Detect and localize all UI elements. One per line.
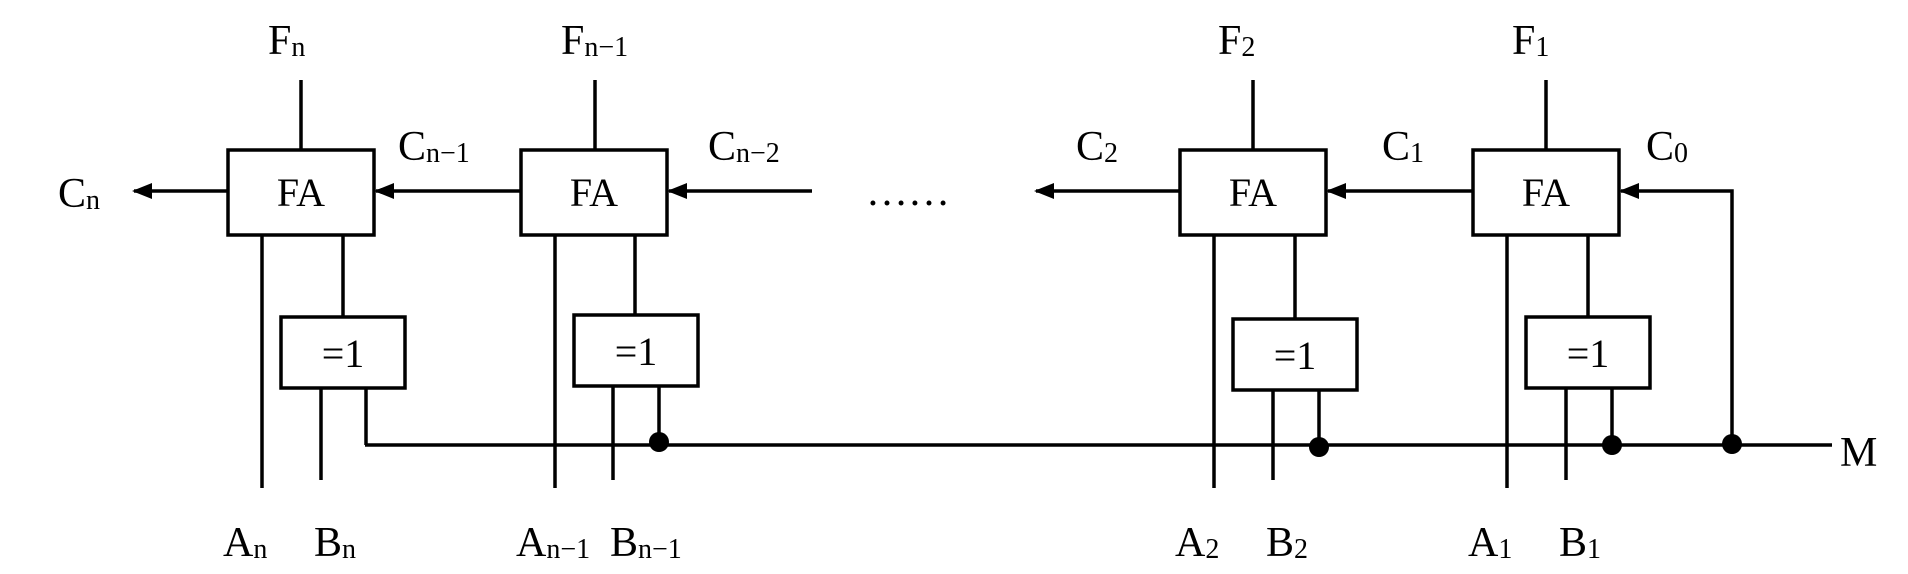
xor-label-n: =1 bbox=[322, 331, 365, 376]
junction-c0 bbox=[1722, 434, 1742, 454]
xor-label-n-1: =1 bbox=[615, 329, 658, 374]
carry-label-c1: C1 bbox=[1382, 124, 1424, 170]
xor-gate-2 bbox=[1231, 317, 1359, 392]
carry-label-c2: C2 bbox=[1076, 124, 1118, 170]
junction-2 bbox=[1309, 437, 1329, 457]
fa-label-n-1: FA bbox=[570, 170, 618, 215]
xor-gate-n bbox=[279, 315, 407, 390]
xor-label-2: =1 bbox=[1274, 333, 1317, 378]
input-label-b2: B2 bbox=[1266, 520, 1308, 566]
carry-label-cn: Cn bbox=[58, 171, 100, 217]
xor-gate-n-1 bbox=[572, 313, 700, 388]
xor-label-1: =1 bbox=[1567, 331, 1610, 376]
input-label-a1: A1 bbox=[1468, 520, 1512, 566]
mode-label: M bbox=[1840, 430, 1877, 476]
fa-label-2: FA bbox=[1229, 170, 1277, 215]
output-label-f2: F2 bbox=[1218, 18, 1255, 64]
input-label-bn-1: Bn−1 bbox=[610, 520, 682, 566]
carry-label-c0: C0 bbox=[1646, 124, 1688, 170]
input-label-b1: B1 bbox=[1559, 520, 1601, 566]
carry-label-cn-2: Cn−2 bbox=[708, 124, 780, 170]
cell-2: FA =1 F2 A2 B2 bbox=[1175, 18, 1359, 566]
input-label-a2: A2 bbox=[1175, 520, 1219, 566]
output-label-f1: F1 bbox=[1512, 18, 1549, 64]
carry-wire-c0 bbox=[1619, 183, 1734, 445]
input-label-an-1: An−1 bbox=[516, 520, 590, 566]
cell-n-1: FA =1 Fn−1 An−1 Bn−1 bbox=[516, 18, 700, 566]
junction-n-1 bbox=[649, 432, 669, 452]
ellipsis: …… bbox=[866, 169, 950, 215]
input-label-bn: Bn bbox=[314, 520, 356, 566]
full-adder-2 bbox=[1178, 148, 1328, 237]
xor-gate-1 bbox=[1524, 315, 1652, 390]
full-adder-1 bbox=[1471, 148, 1621, 237]
full-adder-n-1 bbox=[519, 148, 669, 237]
fa-label-n: FA bbox=[277, 170, 325, 215]
cell-1: FA =1 F1 A1 B1 bbox=[1468, 18, 1652, 566]
cell-n: FA =1 Fn An Bn bbox=[223, 18, 407, 566]
input-label-an: An bbox=[223, 520, 267, 566]
fa-label-1: FA bbox=[1522, 170, 1570, 215]
junction-1 bbox=[1602, 435, 1622, 455]
output-label-fn-1: Fn−1 bbox=[561, 18, 628, 64]
carry-label-cn-1: Cn−1 bbox=[398, 124, 470, 170]
output-label-fn: Fn bbox=[268, 18, 305, 64]
